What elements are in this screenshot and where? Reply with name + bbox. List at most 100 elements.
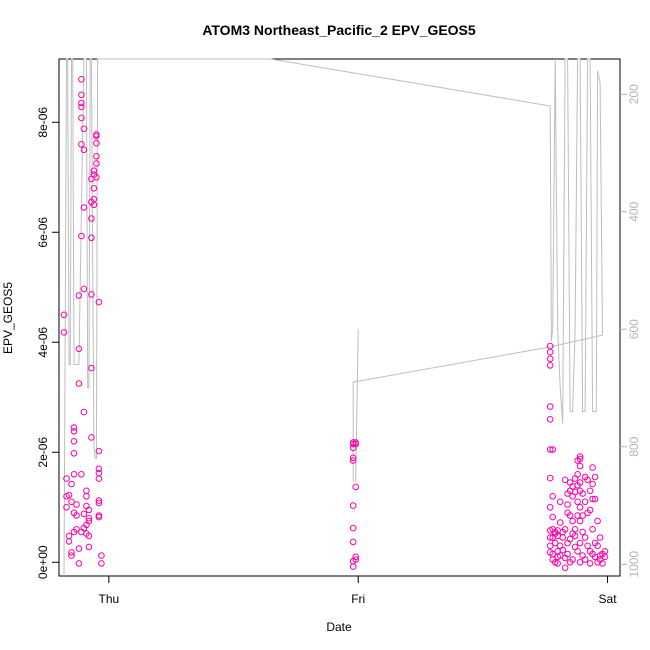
y-axis: 0e+00 2e-06 4e-06 6e-06 8e-06	[36, 107, 59, 579]
data-point	[556, 519, 564, 526]
data-point	[95, 298, 103, 306]
data-point	[579, 490, 586, 497]
data-point	[576, 559, 584, 566]
data-point	[574, 471, 581, 478]
data-point	[80, 125, 88, 133]
y-tick-label: 0e+00	[36, 545, 50, 579]
y2-tick-label: 400	[627, 201, 641, 221]
pressure-line	[63, 58, 603, 577]
pressure-line	[352, 334, 603, 482]
data-point	[93, 131, 100, 138]
y2-tick-label: 600	[627, 319, 641, 339]
data-point	[60, 329, 68, 336]
x-axis: Thu Fri Sat	[99, 576, 617, 606]
data-point	[85, 517, 93, 525]
data-point	[88, 215, 95, 222]
data-point	[581, 556, 589, 563]
data-point	[65, 538, 73, 545]
data-point	[85, 515, 93, 522]
data-point	[70, 428, 78, 435]
data-point	[88, 434, 95, 441]
data-point	[80, 204, 88, 211]
data-point	[596, 534, 604, 541]
data-point	[546, 355, 554, 363]
x-axis-label: Date	[326, 620, 352, 634]
data-point	[63, 475, 70, 482]
data-point	[63, 504, 70, 511]
data-point	[566, 512, 574, 519]
data-point	[546, 348, 554, 356]
y2-tick-label: 800	[627, 436, 641, 456]
data-point	[589, 495, 596, 503]
data-point	[78, 232, 85, 240]
data-point	[88, 291, 95, 298]
data-point	[576, 462, 584, 470]
data-point	[68, 498, 75, 506]
data-point	[73, 501, 80, 508]
data-point	[85, 543, 93, 551]
data-point	[571, 526, 579, 533]
data-point	[601, 553, 609, 561]
data-point	[559, 534, 567, 541]
data-point	[98, 560, 105, 567]
data-point	[576, 517, 584, 525]
data-point	[546, 446, 554, 453]
data-point	[73, 526, 80, 533]
data-point	[95, 465, 103, 473]
data-point	[95, 497, 103, 504]
data-point	[65, 491, 73, 499]
data-point	[352, 440, 360, 448]
data-point	[352, 556, 360, 563]
data-point	[93, 174, 100, 181]
data-points	[60, 76, 609, 572]
data-point	[90, 185, 98, 192]
data-point	[549, 493, 557, 500]
y-tick-label: 2e-06	[36, 437, 50, 468]
y-tick-label: 6e-06	[36, 217, 50, 248]
data-point	[546, 416, 554, 423]
data-point	[581, 498, 589, 506]
data-point	[83, 487, 90, 495]
y-axis-label: EPV_GEOS5	[1, 282, 15, 354]
data-point	[68, 480, 75, 488]
data-point	[581, 534, 589, 541]
data-point	[546, 542, 554, 550]
data-point	[546, 534, 554, 541]
data-point	[574, 512, 581, 519]
data-point	[579, 528, 586, 536]
data-point	[589, 526, 596, 533]
data-point	[70, 424, 78, 431]
data-point	[586, 560, 594, 567]
data-point	[549, 513, 557, 521]
data-point	[88, 234, 95, 242]
y-tick-label: 8e-06	[36, 107, 50, 138]
chart-title: ATOM3 Northeast_Pacific_2 EPV_GEOS5	[202, 22, 476, 38]
data-point	[68, 549, 75, 556]
data-point	[576, 504, 584, 511]
data-point	[349, 454, 357, 462]
data-point	[95, 499, 103, 507]
data-point	[80, 408, 88, 416]
data-point	[98, 552, 105, 559]
data-point	[546, 504, 554, 511]
data-point	[579, 512, 586, 519]
data-point	[599, 560, 606, 567]
x-tick-label: Thu	[99, 592, 120, 606]
data-point	[78, 141, 85, 148]
data-point	[75, 345, 83, 353]
data-point	[576, 455, 584, 463]
data-point	[78, 103, 85, 111]
data-point	[95, 447, 103, 455]
data-point	[546, 362, 554, 369]
data-point	[78, 471, 85, 478]
data-point	[564, 501, 571, 508]
data-point	[551, 539, 559, 547]
data-point	[574, 498, 581, 506]
data-point	[70, 450, 78, 457]
data-point	[90, 201, 98, 209]
data-point	[549, 446, 557, 453]
data-point	[80, 285, 88, 293]
data-point	[566, 535, 574, 543]
data-point	[589, 480, 596, 488]
data-point	[78, 99, 85, 107]
